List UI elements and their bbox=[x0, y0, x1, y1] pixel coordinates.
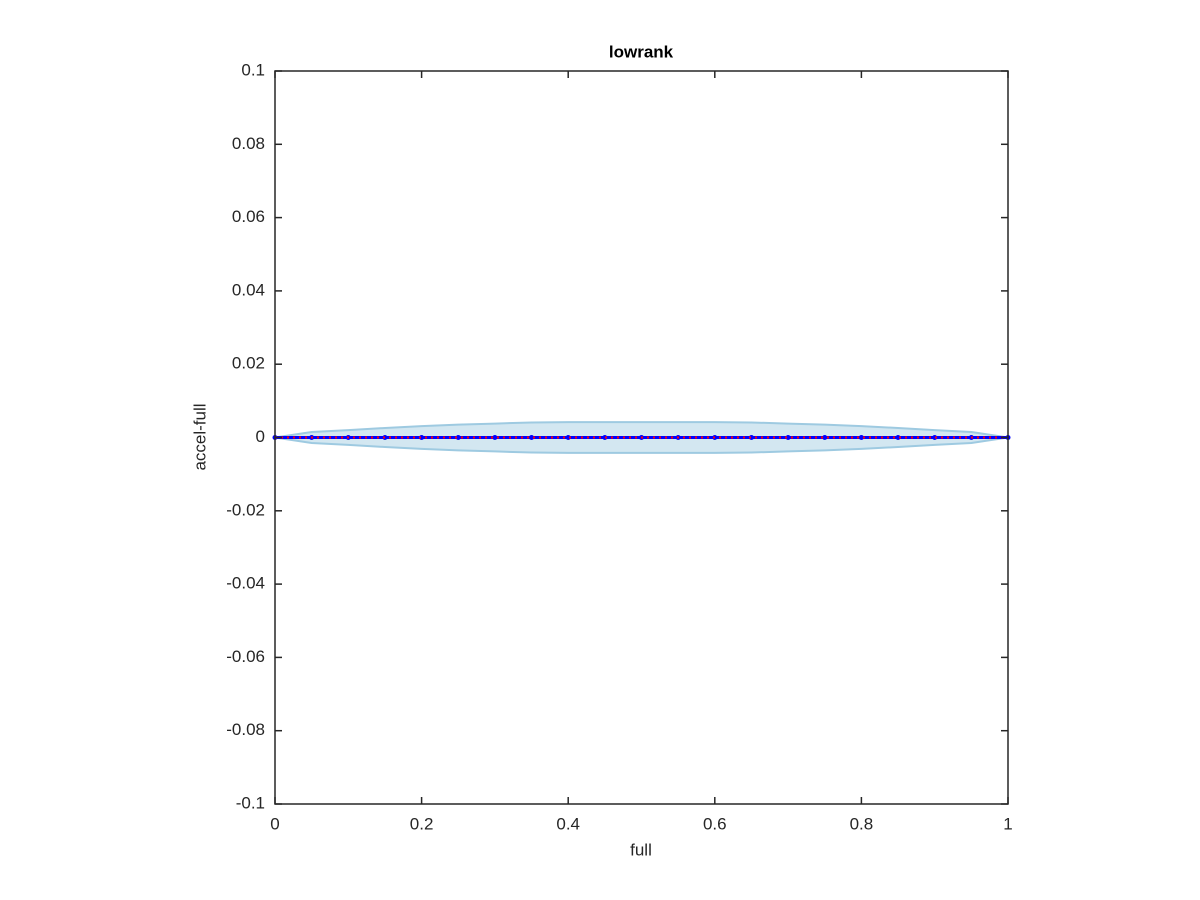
y-axis-label: accel-full bbox=[190, 403, 209, 470]
x-axis-label: full bbox=[630, 840, 652, 859]
y-tick-label: -0.06 bbox=[226, 647, 265, 666]
y-tick-label: 0.04 bbox=[232, 280, 265, 299]
y-tick-label: 0 bbox=[256, 427, 265, 446]
y-tick-label: -0.1 bbox=[236, 793, 265, 812]
y-tick-label: 0.02 bbox=[232, 354, 265, 373]
chart-title: lowrank bbox=[609, 42, 674, 61]
y-tick-label: -0.08 bbox=[226, 720, 265, 739]
y-tick-label: 0.08 bbox=[232, 134, 265, 153]
series-marker bbox=[895, 435, 901, 440]
series-marker bbox=[455, 435, 461, 440]
series-marker bbox=[419, 435, 425, 440]
x-tick-label: 1 bbox=[1003, 814, 1012, 833]
series-marker bbox=[822, 435, 828, 440]
y-tick-label: -0.04 bbox=[226, 574, 265, 593]
x-tick-label: 0.2 bbox=[410, 814, 434, 833]
x-tick-label: 0.4 bbox=[556, 814, 580, 833]
series-marker bbox=[529, 435, 535, 440]
y-tick-label: 0.1 bbox=[241, 60, 265, 79]
y-tick-label: 0.06 bbox=[232, 207, 265, 226]
x-tick-label: 0.8 bbox=[850, 814, 874, 833]
series-marker bbox=[602, 435, 608, 440]
series-marker bbox=[932, 435, 938, 440]
series-marker bbox=[858, 435, 864, 440]
series-marker bbox=[785, 435, 791, 440]
x-tick-label: 0 bbox=[270, 814, 279, 833]
y-tick-label: -0.02 bbox=[226, 500, 265, 519]
x-tick-label: 0.6 bbox=[703, 814, 727, 833]
series-marker bbox=[492, 435, 498, 440]
series-marker bbox=[748, 435, 754, 440]
series-marker bbox=[565, 435, 571, 440]
